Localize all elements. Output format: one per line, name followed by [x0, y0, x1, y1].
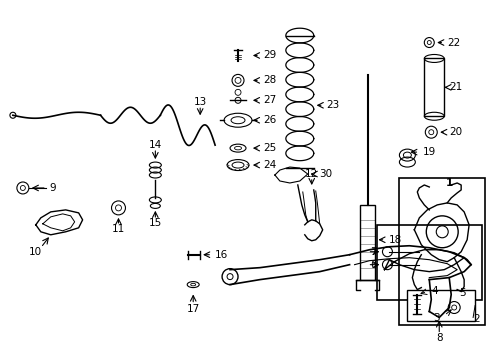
Text: 29: 29 [263, 50, 276, 60]
Text: 6: 6 [370, 260, 376, 270]
Text: 28: 28 [263, 75, 276, 85]
Text: 10: 10 [29, 247, 42, 257]
Bar [377, 225, 481, 300]
Text: 14: 14 [148, 140, 162, 150]
Text: 7: 7 [370, 247, 376, 257]
Text: 19: 19 [423, 147, 436, 157]
Bar [424, 58, 443, 116]
Text: 13: 13 [193, 97, 206, 107]
Bar [359, 205, 375, 280]
Text: 25: 25 [263, 143, 276, 153]
Text: 16: 16 [215, 250, 228, 260]
Text: 8: 8 [435, 333, 442, 343]
Text: 24: 24 [263, 160, 276, 170]
Text: 26: 26 [263, 115, 276, 125]
Text: 30: 30 [318, 169, 331, 179]
Bar [407, 289, 474, 321]
Text: 1: 1 [445, 178, 452, 188]
Text: 15: 15 [148, 218, 162, 228]
Text: 2: 2 [472, 314, 479, 324]
Text: 5: 5 [458, 288, 465, 298]
Text: 22: 22 [447, 37, 460, 48]
Text: 11: 11 [112, 224, 125, 234]
Text: 4: 4 [430, 285, 437, 296]
Text: 3: 3 [433, 314, 439, 324]
Text: 12: 12 [305, 169, 318, 179]
Text: 17: 17 [186, 303, 200, 314]
Text: 20: 20 [448, 127, 461, 137]
Text: 27: 27 [263, 95, 276, 105]
Text: 23: 23 [326, 100, 339, 110]
Text: 21: 21 [448, 82, 462, 93]
Bar [399, 178, 484, 325]
Text: 18: 18 [387, 235, 401, 245]
Text: 9: 9 [50, 183, 56, 193]
